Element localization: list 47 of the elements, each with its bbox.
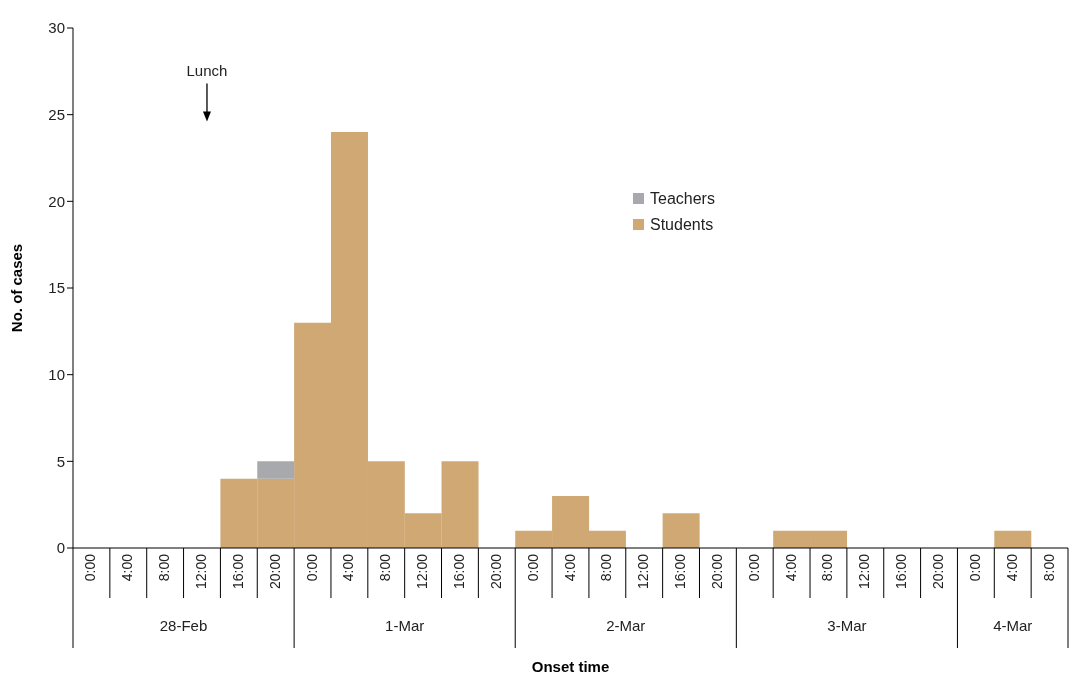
y-tick-label: 30 [48, 19, 65, 37]
x-tick-label: 16:00 [672, 553, 689, 590]
text: 3-Mar [827, 617, 867, 634]
x-tick-label: 4:00 [340, 553, 357, 582]
text: 1-Mar [385, 617, 425, 634]
x-axis-title: Onset time [531, 658, 610, 675]
x-tick-label: 12:00 [192, 553, 209, 590]
x-tick-label: 16:00 [893, 553, 910, 590]
x-tick-label: 20:00 [708, 553, 725, 590]
x-tick-label: 4:00 [782, 553, 799, 582]
x-tick-label: 8:00 [377, 553, 394, 582]
y-tick-label: 20 [48, 192, 65, 210]
y-tick-label: 0 [56, 539, 65, 557]
x-tick-label: 16:00 [450, 553, 467, 590]
x-tick-label: 0:00 [524, 553, 541, 582]
annotation: Lunch [186, 61, 228, 79]
bar [257, 461, 295, 479]
text: 28-Feb [159, 617, 208, 634]
x-tick-label: 0:00 [745, 553, 762, 582]
x-tick-label: 12:00 [635, 553, 652, 590]
legend-label: Students [650, 216, 714, 233]
x-tick-label: 8:00 [156, 553, 173, 582]
bar [994, 530, 1032, 548]
x-tick-label: 0:00 [303, 553, 320, 582]
x-tick-label: 0:00 [82, 553, 99, 582]
x-tick-label: 4:00 [1003, 553, 1020, 582]
x-tick-label: 8:00 [598, 553, 615, 582]
x-tick-label: 0:00 [966, 553, 983, 582]
text: 2-Mar [606, 617, 646, 634]
y-tick-label: 10 [48, 365, 65, 383]
y-tick-label: 25 [48, 105, 65, 123]
x-tick-label: 8:00 [819, 553, 836, 582]
x-tick-label: 20:00 [266, 553, 283, 590]
legend-label: Teachers [650, 190, 715, 207]
bar [662, 513, 700, 548]
y-tick-label: 5 [56, 452, 65, 470]
x-tick-label: 16:00 [229, 553, 246, 590]
y-tick-label: 15 [48, 279, 65, 297]
x-tick-label: 12:00 [856, 553, 873, 590]
x-tick-label: 4:00 [561, 553, 578, 582]
text: 4-Mar [993, 617, 1033, 634]
x-tick-label: 4:00 [119, 553, 136, 582]
x-tick-label: 12:00 [414, 553, 431, 590]
x-tick-label: 8:00 [1040, 553, 1057, 582]
x-tick-label: 20:00 [930, 553, 947, 590]
x-tick-label: 20:00 [487, 553, 504, 590]
y-axis-title: No. of cases [8, 243, 25, 333]
